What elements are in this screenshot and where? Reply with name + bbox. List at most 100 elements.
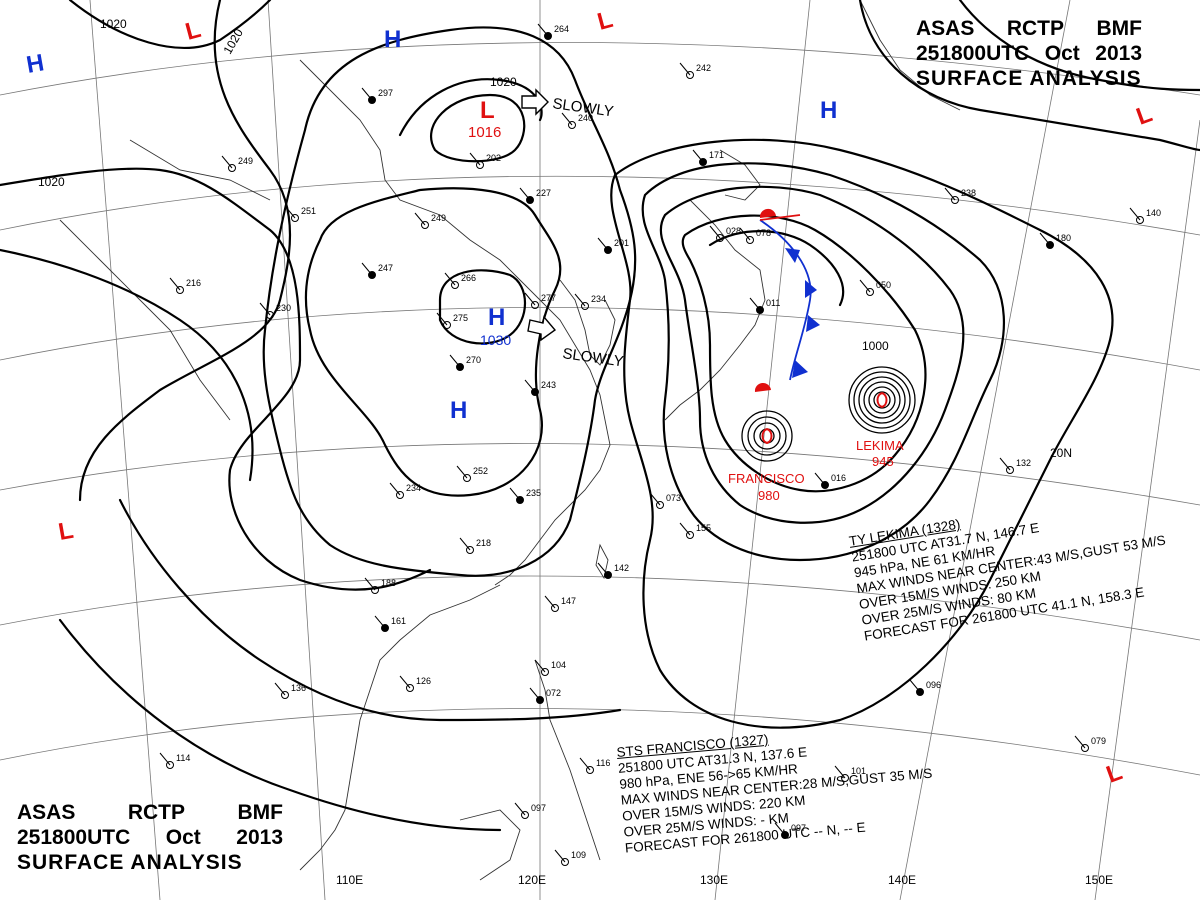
- station-pressure-value: 109: [571, 850, 586, 860]
- wind-barb: [554, 849, 566, 863]
- station-pressure-value: 249: [431, 213, 446, 223]
- header-year: 2013: [1095, 42, 1142, 65]
- wind-barb: [169, 277, 181, 291]
- cyclone-name: FRANCISCO: [728, 471, 805, 486]
- header-product-row: SURFACE ANALYSIS: [916, 66, 1142, 91]
- wind-barb: [529, 687, 541, 701]
- hokkaido-coast: [719, 149, 761, 201]
- station-marker: [281, 691, 289, 699]
- station-marker: [866, 288, 874, 296]
- wind-barb: [449, 354, 461, 368]
- warm-front-pip: [759, 208, 776, 218]
- fronts: [754, 208, 820, 392]
- station-marker: [1006, 466, 1014, 474]
- header-time: 251800UTC: [17, 826, 131, 849]
- station-pressure-value: 079: [1091, 736, 1106, 746]
- parallel-10n: [0, 575, 1200, 641]
- wind-barb: [444, 272, 456, 286]
- header-agency-row: ASAS RCTP BMF: [17, 800, 283, 825]
- wind-barb: [537, 23, 549, 37]
- meridian-130e: [714, 0, 811, 900]
- inland-boundary-2: [59, 219, 231, 421]
- lekima-symbol-icon: [876, 392, 888, 409]
- station-pressure-value: 171: [709, 150, 724, 160]
- cold-front-pip: [785, 248, 800, 263]
- station-pressure-value: 132: [1016, 458, 1031, 468]
- header-product-row: SURFACE ANALYSIS: [17, 850, 283, 875]
- station-pressure-value: 218: [476, 538, 491, 548]
- station-marker: [266, 311, 274, 319]
- station-pressure-value: 155: [696, 523, 711, 533]
- isobar-label-group: 1020 1020 1020 1020 1000: [38, 17, 889, 353]
- wind-barb: [524, 379, 536, 393]
- cyclone-name: LEKIMA: [856, 438, 904, 453]
- station-pressure-value: 114: [176, 753, 190, 763]
- wind-barb: [259, 302, 271, 316]
- station-marker: [561, 858, 569, 866]
- map-header-bottom: ASAS RCTP BMF 251800UTC Oct 2013 SURFACE…: [17, 800, 283, 875]
- low-value: 1016: [468, 124, 501, 141]
- station-marker: [371, 586, 379, 594]
- inland-boundary-1: [129, 139, 271, 201]
- coastlines: [59, 0, 961, 881]
- wind-barb: [534, 659, 546, 673]
- station-pressure-value: 097: [791, 823, 806, 833]
- header-time-row: 251800UTC Oct 2013: [17, 825, 283, 850]
- station-marker: [541, 668, 549, 676]
- wind-barb: [361, 262, 373, 276]
- station-pressure-value: 078: [756, 228, 771, 238]
- map-header-top: ASAS RCTP BMF 251800UTC Oct 2013 SURFACE…: [916, 16, 1142, 91]
- station-pressure-value: 202: [486, 153, 501, 163]
- wind-barb: [436, 312, 448, 326]
- isobar-1016-ne: [958, 0, 1200, 92]
- station-marker: [521, 811, 529, 819]
- wind-barb: [374, 615, 386, 629]
- wind-barb: [361, 87, 373, 101]
- station-pressure-value: 240: [578, 113, 593, 123]
- cyclone-labels: LEKIMA 945 FRANCISCO 980: [728, 438, 904, 503]
- station-marker: [451, 281, 459, 289]
- wind-barb: [679, 522, 691, 536]
- low-center: L: [183, 16, 204, 46]
- station-pressure-value: 251: [301, 206, 316, 216]
- wind-barb: [814, 472, 826, 486]
- wind-barb: [859, 279, 871, 293]
- isobar-1020-north: [68, 0, 272, 49]
- station-marker: [166, 761, 174, 769]
- wind-barb: [544, 595, 556, 609]
- wind-barb: [1074, 735, 1086, 749]
- station-marker: [716, 234, 724, 242]
- header-agency-1: ASAS: [17, 801, 76, 824]
- isobar-1028: [438, 269, 527, 345]
- station-marker: [291, 214, 299, 222]
- station-pressure-value: 238: [961, 188, 976, 198]
- warm-front-pip-2: [754, 382, 771, 392]
- station-marker: [466, 546, 474, 554]
- wind-barb: [597, 237, 609, 251]
- station-pressure-value: 140: [1146, 208, 1161, 218]
- wind-barb: [649, 492, 661, 506]
- station-pressure-value: 126: [416, 676, 431, 686]
- station-pressure-value: 216: [186, 278, 201, 288]
- high-center: H: [820, 97, 837, 124]
- station-marker: [396, 491, 404, 499]
- isobar-label: 1020: [100, 17, 127, 31]
- high-center: H: [384, 26, 401, 53]
- station-pressure-value: 297: [378, 88, 393, 98]
- station-pressure-value: 234: [406, 483, 421, 493]
- high-center: H: [24, 49, 46, 79]
- station-pressure-value: 072: [546, 688, 561, 698]
- station-pressure-value: 161: [391, 616, 406, 626]
- station-marker: [1081, 744, 1089, 752]
- wind-barb: [561, 112, 573, 126]
- wind-barb: [1039, 232, 1051, 246]
- isobar-1012-south: [118, 498, 622, 722]
- wind-barb: [944, 187, 956, 201]
- wind-barb: [456, 465, 468, 479]
- header-agency-row: ASAS RCTP BMF: [916, 16, 1142, 41]
- station-pressure-value: 136: [291, 683, 306, 693]
- cold-front-pip: [806, 315, 820, 332]
- isobar-1024: [304, 187, 562, 497]
- wind-barb: [774, 822, 786, 836]
